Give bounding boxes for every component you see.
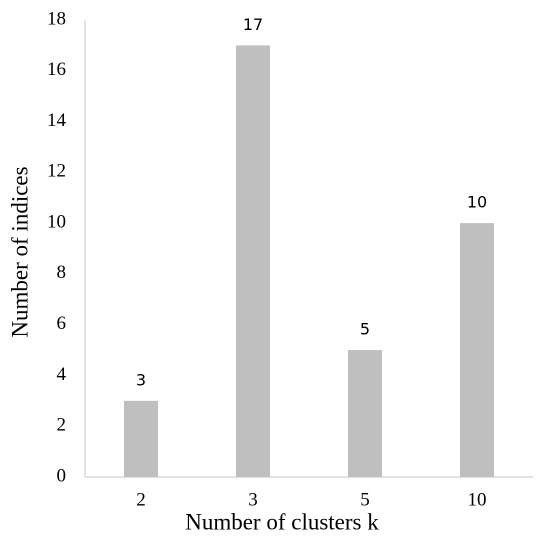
y-tick-label: 16: [47, 59, 66, 80]
y-axis-label: Number of indices: [7, 166, 32, 337]
x-tick-label: 10: [468, 489, 487, 510]
data-label: 3: [136, 370, 146, 389]
bar: [124, 400, 158, 477]
data-label: 10: [467, 193, 487, 212]
y-tick-label: 12: [47, 161, 66, 182]
bar: [460, 223, 494, 477]
data-label: 5: [360, 320, 370, 339]
y-tick-label: 14: [47, 110, 67, 131]
x-tick-label: 2: [136, 489, 146, 510]
y-tick-label: 18: [47, 8, 66, 29]
y-tick-label: 8: [57, 262, 67, 283]
y-tick-label: 2: [57, 415, 67, 436]
data-label: 17: [243, 15, 263, 34]
bar: [236, 45, 270, 478]
x-tick-label: 5: [360, 489, 370, 510]
y-tick-label: 6: [57, 313, 67, 334]
y-tick-label: 0: [57, 465, 67, 486]
bar: [348, 350, 382, 477]
x-axis-label: Number of clusters k: [185, 509, 379, 534]
x-tick-label: 3: [248, 489, 258, 510]
y-tick-label: 4: [57, 364, 67, 385]
y-tick-label: 10: [47, 211, 66, 232]
